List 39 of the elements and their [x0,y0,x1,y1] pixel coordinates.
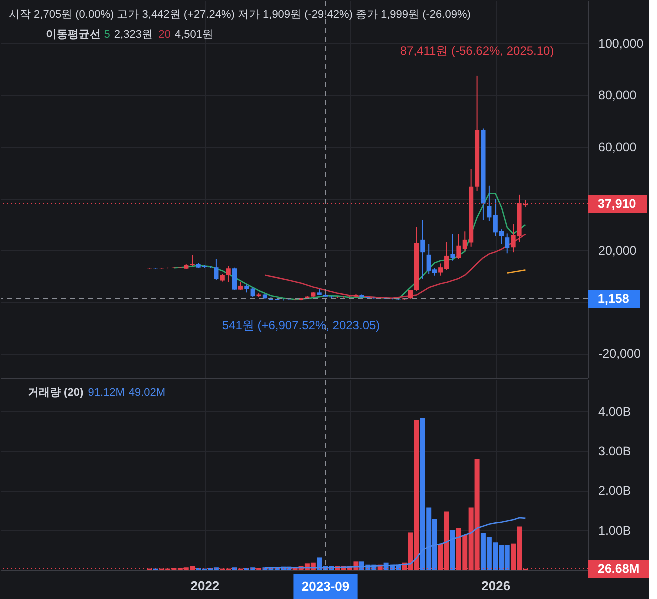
ref-line-label: 1,158 [598,292,630,306]
y-tick-label: 100,000 [598,36,644,51]
text: 5 [104,29,110,41]
line-series [264,517,526,569]
ref-line-label: 26.68M [598,562,640,576]
bar [450,530,456,570]
y-tick-label: 4.00B [598,404,632,419]
annotation: 이동평균선 [46,29,101,41]
annotation: 49.02M [128,387,166,399]
ref-line-label: 37,910 [598,196,636,211]
annotation: 87,411원 (-56.62%, 2025.10) [400,44,554,58]
line-series [264,234,526,300]
y-tick-label: 1.00B [598,524,632,538]
line-series [174,192,526,300]
candlestick [505,233,510,254]
candlestick [487,185,492,222]
candlestick [420,220,426,280]
ref-line-label: 2023-09 [302,579,350,594]
annotation: 2,323원 [114,29,153,41]
candlestick [226,266,231,283]
y-tick-label: -20,000 [598,347,641,362]
candlestick [232,267,238,291]
x-tick-label: 2026 [482,578,511,594]
candlestick [190,254,195,268]
y-tick-label: 2.00B [598,484,632,498]
candlestick [250,287,256,298]
y-tick-label: 20,000 [598,244,637,258]
candlestick [450,234,456,262]
y-tick-label: 3.00B [598,444,632,458]
text: 거래량 (20) [28,387,84,399]
y-tick-label: 80,000 [598,88,637,103]
x-tick-label: 2022 [190,578,220,594]
annotation: 91.12M [88,387,125,399]
y-tick-label: 60,000 [598,140,637,154]
annotation: 시작 2,705원 (0.00%) 고가 3,442원 (+27.24%) 저가 1,909원 (-29.42%) 종가 1,999원 (-26.09%) [9,9,471,21]
annotation: 4,501원 [174,29,214,41]
text: 20 [158,29,171,41]
candlestick [214,258,219,280]
annotation: 541원 (+6,907.52%, 2023.05) [222,318,380,333]
